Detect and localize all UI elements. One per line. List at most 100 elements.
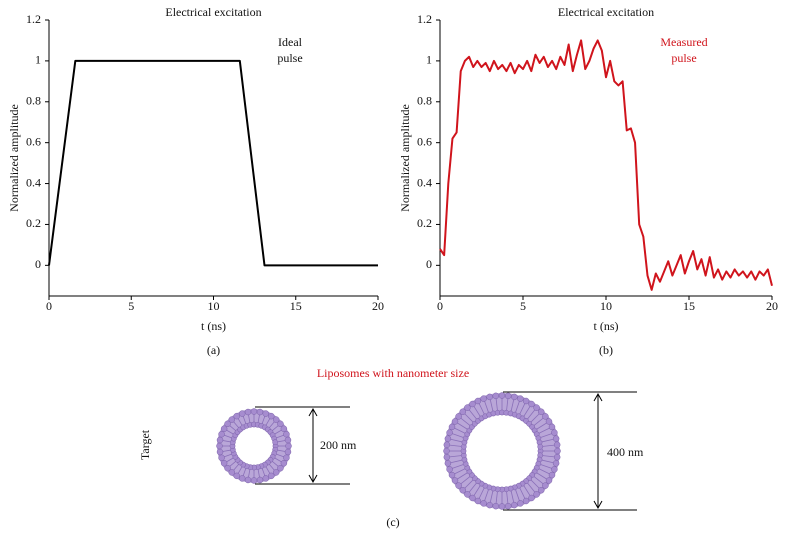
lipid-head xyxy=(459,408,467,416)
lipid-head xyxy=(542,482,549,489)
x-tick-label: 20 xyxy=(766,299,778,313)
lipid-head xyxy=(533,404,540,411)
lipid-head xyxy=(285,442,292,450)
lipid-head xyxy=(448,423,456,431)
lipid-head xyxy=(542,413,549,420)
lipid-head xyxy=(444,460,452,467)
lipid-head xyxy=(451,418,459,425)
lipid-head xyxy=(517,395,524,402)
size-label: 400 nm xyxy=(607,445,644,459)
annotation: pulse xyxy=(671,51,696,65)
lipid-head xyxy=(228,416,236,423)
lipid-head xyxy=(528,400,535,408)
target-label: Target xyxy=(138,429,152,460)
lipid-head xyxy=(443,453,451,461)
y-tick-label: 0.6 xyxy=(417,134,432,148)
panel-label: (a) xyxy=(207,343,220,357)
y-tick-label: 0 xyxy=(35,257,41,271)
lipid-head xyxy=(216,448,224,456)
x-tick-label: 10 xyxy=(600,299,612,313)
y-tick-label: 0.8 xyxy=(26,94,41,108)
lipid-head xyxy=(444,435,452,442)
lipid-head xyxy=(262,475,270,482)
lipid-head xyxy=(537,486,545,494)
lipid-head xyxy=(480,395,487,402)
size-label: 200 nm xyxy=(320,438,357,452)
y-tick-label: 1 xyxy=(426,53,432,67)
lipid-head xyxy=(262,410,270,417)
lipid-head xyxy=(469,494,476,502)
lipid-head xyxy=(545,477,553,484)
lipid-head xyxy=(474,497,482,505)
lipid-head xyxy=(552,435,560,442)
y-tick-label: 1.2 xyxy=(26,12,41,26)
lipid-head xyxy=(284,448,292,456)
lipid-head xyxy=(553,453,561,461)
y-tick-label: 0.8 xyxy=(417,94,432,108)
panel-label: (b) xyxy=(599,343,613,357)
y-tick-label: 0.6 xyxy=(26,134,41,148)
panel-label: (c) xyxy=(386,515,399,529)
lipid-head xyxy=(238,410,246,417)
line xyxy=(439,39,773,291)
lipid-head xyxy=(474,397,482,405)
lipid-head xyxy=(244,408,252,416)
y-tick-label: 0.4 xyxy=(26,175,41,189)
lipid-head xyxy=(272,416,280,423)
diagram-title: Liposomes with nanometer size xyxy=(317,366,469,380)
lipid-head xyxy=(446,429,453,436)
dimension-lines xyxy=(255,391,637,511)
y-tick-label: 0.4 xyxy=(417,175,432,189)
lipid-head xyxy=(551,429,558,436)
lipid-head xyxy=(498,392,506,399)
lipid-head xyxy=(268,412,275,420)
x-axis-label: t (ns) xyxy=(594,319,619,333)
chart-title: Electrical excitation xyxy=(165,5,261,19)
x-tick-label: 0 xyxy=(437,299,443,313)
lipid-head xyxy=(537,408,545,416)
lipid-head xyxy=(533,491,540,498)
lipid-head xyxy=(469,400,476,408)
lipid-head xyxy=(216,442,223,450)
lipid-head xyxy=(511,501,518,509)
y-tick-label: 0.2 xyxy=(417,216,432,230)
lipid-head xyxy=(528,494,535,502)
lipid-head xyxy=(244,476,252,484)
lipid-head xyxy=(455,482,462,489)
annotation: Measured xyxy=(660,35,707,49)
x-tick-label: 15 xyxy=(683,299,695,313)
x-tick-label: 10 xyxy=(208,299,220,313)
lipid-head xyxy=(480,500,487,507)
lipid-head xyxy=(256,408,264,416)
line xyxy=(48,59,378,267)
lipid-head xyxy=(216,436,224,444)
lipid-head xyxy=(448,471,456,479)
lipid-head xyxy=(486,393,493,401)
lipid-head xyxy=(233,412,240,420)
lipid-head xyxy=(283,454,290,462)
y-axis-label: Normalized amplitude xyxy=(398,104,412,212)
lipid-head xyxy=(545,418,553,425)
lipid-head xyxy=(220,460,228,467)
lipid-head xyxy=(256,476,264,484)
lipid-head xyxy=(280,425,288,432)
lipid-head xyxy=(486,501,493,509)
x-tick-label: 0 xyxy=(46,299,52,313)
lipid-head xyxy=(522,397,530,405)
y-axis-label: Normalized amplitude xyxy=(7,104,21,212)
lipid-head xyxy=(277,464,284,472)
lipid-head xyxy=(268,472,275,480)
lipid-head xyxy=(511,393,518,401)
annotation: pulse xyxy=(277,51,302,65)
lipid-head xyxy=(537,443,544,450)
lipid-head xyxy=(250,408,258,415)
lipid-head xyxy=(224,464,231,472)
lipid-head xyxy=(443,441,451,449)
lipid-head xyxy=(451,477,459,484)
x-tick-label: 15 xyxy=(290,299,302,313)
lipid-head xyxy=(280,460,288,467)
lipid-head xyxy=(492,392,500,400)
lipid-head xyxy=(455,413,462,420)
lipid-head xyxy=(504,502,512,510)
